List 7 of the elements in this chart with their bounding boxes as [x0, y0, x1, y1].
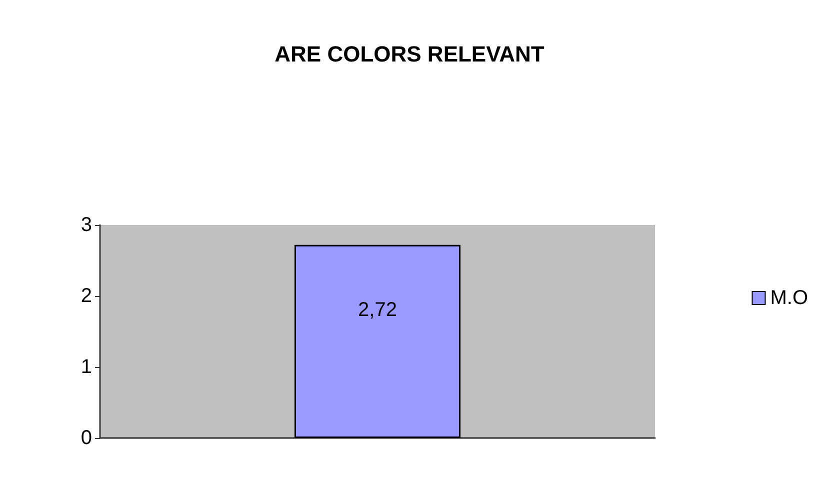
- y-tick-label: 2: [80, 285, 92, 307]
- y-tick-label: 0: [80, 427, 92, 449]
- chart-title: ARE COLORS RELEVANT: [274, 42, 545, 66]
- data-label: 2,72: [358, 298, 397, 321]
- y-tick-label: 1: [80, 356, 92, 378]
- y-tick-label: 3: [80, 214, 92, 236]
- legend-label: M.O: [770, 287, 808, 309]
